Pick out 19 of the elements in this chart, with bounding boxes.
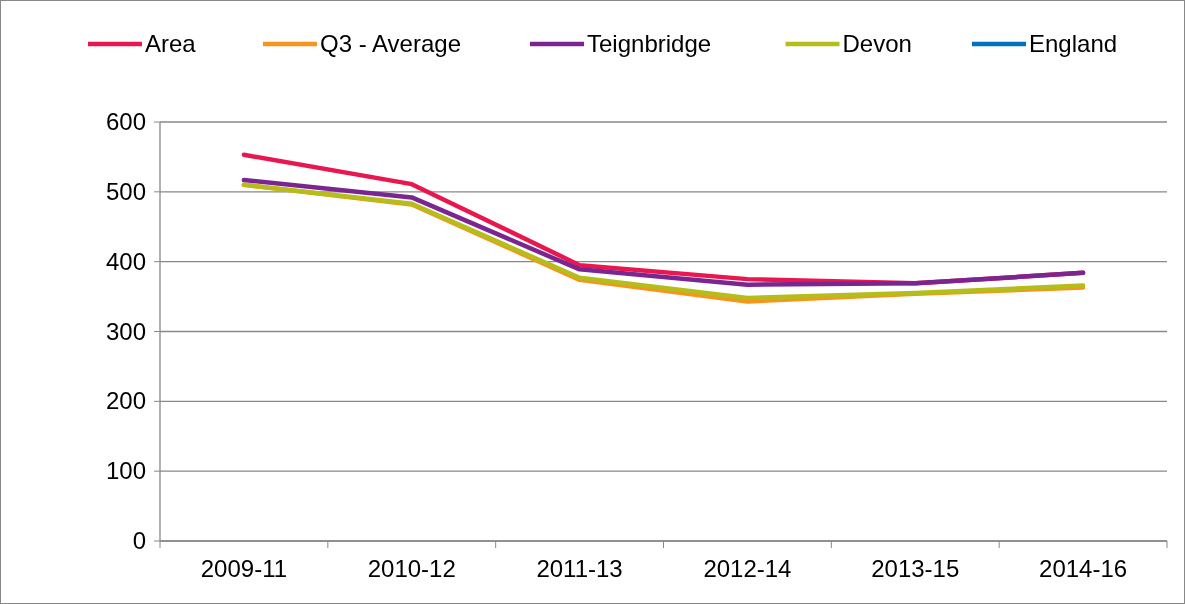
legend-label: Devon [842, 30, 912, 57]
x-tick-label: 2014-16 [1039, 555, 1128, 582]
y-tick-label: 500 [105, 177, 146, 205]
line-series [241, 177, 1086, 287]
y-tick-label: 300 [105, 317, 146, 345]
y-tick-label: 200 [105, 387, 146, 415]
legend-label: Area [145, 30, 197, 57]
x-tick-label: 2009-11 [200, 555, 288, 582]
y-tick-label: 600 [105, 108, 146, 135]
y-tick-label: 400 [105, 247, 146, 275]
y-tick-label: 100 [105, 457, 146, 485]
x-tick-label: 2013-15 [871, 555, 960, 582]
legend-label: England [1029, 30, 1118, 57]
x-tick-label: 2012-14 [703, 555, 792, 582]
x-tick-label: 2010-12 [367, 555, 456, 582]
legend-label: Teignbridge [587, 30, 712, 57]
x-tick-label: 2011-13 [536, 555, 623, 582]
legend-label: Q3 - Average [320, 30, 461, 57]
y-tick-label: 0 [132, 527, 146, 554]
